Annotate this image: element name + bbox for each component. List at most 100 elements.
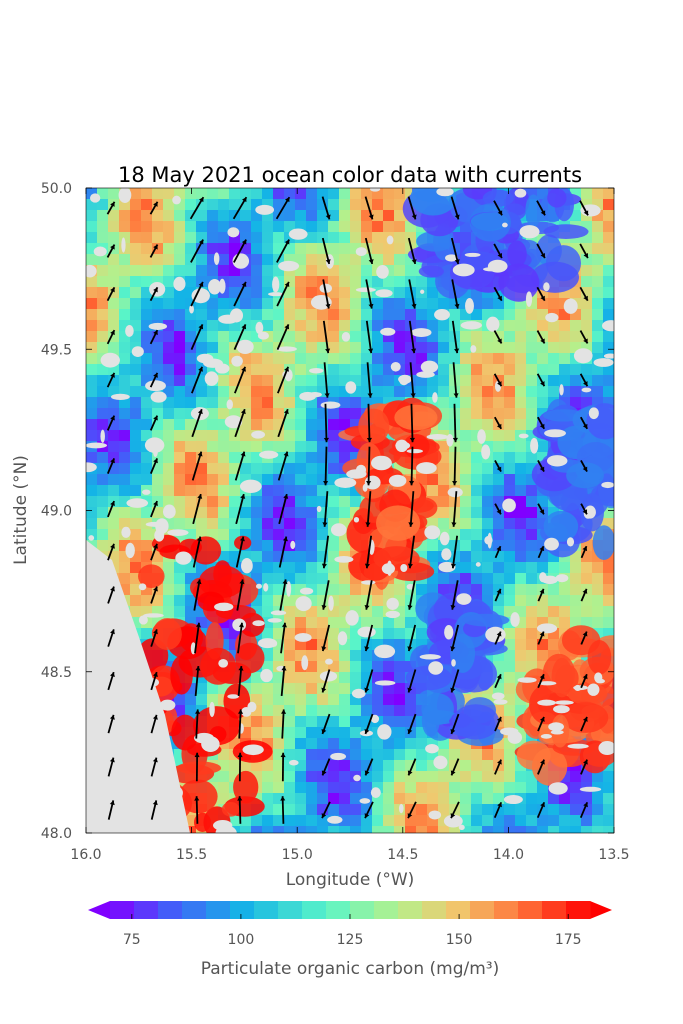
field-cell xyxy=(196,199,208,211)
field-cell xyxy=(515,518,527,530)
field-cell xyxy=(86,221,98,233)
field-cell xyxy=(504,551,516,563)
field-cell xyxy=(339,573,351,585)
field-cell xyxy=(471,386,483,398)
field-cell xyxy=(328,661,340,673)
missing-data-patch xyxy=(374,644,396,659)
field-cell xyxy=(581,287,593,299)
field-cell xyxy=(295,320,307,332)
field-cell xyxy=(273,265,285,277)
field-cell xyxy=(460,694,472,706)
field-cell xyxy=(262,419,274,431)
field-cell xyxy=(339,452,351,464)
current-arrow xyxy=(580,545,588,559)
field-cell xyxy=(218,265,230,277)
field-cell xyxy=(493,342,505,354)
field-cell xyxy=(317,342,329,354)
field-cell xyxy=(295,694,307,706)
field-cell xyxy=(251,364,263,376)
field-cell xyxy=(240,408,252,420)
field-cell xyxy=(196,419,208,431)
field-cell xyxy=(262,782,274,794)
field-cell xyxy=(493,309,505,321)
field-cell xyxy=(438,408,450,420)
field-cell xyxy=(273,441,285,453)
field-cell xyxy=(262,199,274,211)
current-arrow xyxy=(278,536,288,568)
field-cell xyxy=(185,496,197,508)
field-cell xyxy=(251,573,263,585)
field-cell xyxy=(328,760,340,772)
field-cell xyxy=(86,364,98,376)
field-cell xyxy=(515,463,527,475)
missing-data-patch xyxy=(544,429,566,438)
field-cell xyxy=(108,452,120,464)
field-cell xyxy=(570,826,582,833)
field-cell xyxy=(515,562,527,574)
field-cell xyxy=(339,650,351,662)
field-cell xyxy=(548,298,560,310)
field-cell xyxy=(284,518,296,530)
field-cell xyxy=(295,793,307,805)
field-cell xyxy=(471,430,483,442)
field-cell xyxy=(130,221,142,233)
field-cell xyxy=(163,419,175,431)
field-cell xyxy=(427,771,439,783)
current-arrow xyxy=(280,622,287,654)
field-cell xyxy=(273,793,285,805)
field-cell xyxy=(438,573,450,585)
field-cell xyxy=(229,639,241,651)
field-cell xyxy=(526,573,538,585)
field-cell xyxy=(207,507,219,519)
field-cell xyxy=(427,375,439,387)
field-cell xyxy=(218,782,230,794)
field-cell xyxy=(482,408,494,420)
field-cell xyxy=(240,474,252,486)
field-cell xyxy=(361,342,373,354)
field-cell xyxy=(592,595,604,607)
field-cell xyxy=(196,562,208,574)
field-cell xyxy=(383,683,395,695)
field-cell xyxy=(493,826,505,833)
field-cell xyxy=(141,210,153,222)
field-cell xyxy=(196,386,208,398)
missing-data-patch xyxy=(355,287,376,293)
field-cell xyxy=(372,320,384,332)
missing-data-patch xyxy=(424,525,441,540)
field-cell xyxy=(284,826,296,833)
field-cell xyxy=(86,276,98,288)
field-cell xyxy=(229,320,241,332)
missing-data-patch xyxy=(351,688,366,699)
field-cell xyxy=(174,287,186,299)
missing-data-patch xyxy=(218,278,226,294)
field-cell xyxy=(196,452,208,464)
field-cell xyxy=(471,441,483,453)
field-cell xyxy=(515,452,527,464)
field-cell xyxy=(438,474,450,486)
field-cell xyxy=(504,298,516,310)
field-cell xyxy=(152,265,164,277)
field-cell xyxy=(119,320,131,332)
field-cell xyxy=(262,518,274,530)
current-arrow xyxy=(364,196,374,220)
field-cell xyxy=(262,298,274,310)
field-cell xyxy=(603,232,614,244)
field-cell xyxy=(163,353,175,365)
field-cell xyxy=(174,298,186,310)
field-cell xyxy=(339,320,351,332)
field-cell xyxy=(339,507,351,519)
field-cell xyxy=(152,430,164,442)
current-arrow xyxy=(149,457,159,475)
field-cell xyxy=(130,320,142,332)
field-cell xyxy=(174,364,186,376)
colorbar-bin xyxy=(374,901,399,919)
field-cell xyxy=(108,298,120,310)
field-cell xyxy=(416,617,428,629)
field-cell xyxy=(185,287,197,299)
field-cell xyxy=(108,210,120,222)
field-cell xyxy=(383,342,395,354)
field-cell xyxy=(361,254,373,266)
field-cell xyxy=(185,342,197,354)
field-cell xyxy=(273,243,285,255)
field-cell xyxy=(416,738,428,750)
